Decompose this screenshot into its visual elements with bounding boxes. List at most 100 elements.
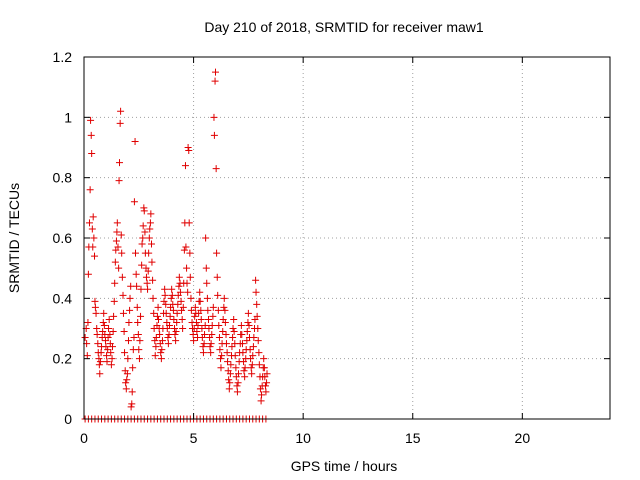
data-point xyxy=(144,267,152,275)
data-point xyxy=(130,198,138,206)
data-point xyxy=(209,312,217,320)
data-point xyxy=(183,264,191,272)
data-point xyxy=(154,303,162,311)
data-point xyxy=(91,303,99,311)
data-point xyxy=(248,370,256,378)
data-point xyxy=(165,331,173,339)
y-tick-label: 1.2 xyxy=(53,49,73,65)
data-point xyxy=(110,312,118,320)
data-point xyxy=(81,334,89,342)
data-point xyxy=(164,340,172,348)
data-point xyxy=(248,361,256,369)
data-point xyxy=(119,291,127,299)
data-point xyxy=(227,361,235,369)
data-point xyxy=(95,355,103,363)
data-point xyxy=(237,321,245,329)
data-point xyxy=(230,328,238,336)
data-point xyxy=(123,376,131,384)
data-point xyxy=(253,312,261,320)
data-point xyxy=(197,306,205,314)
data-point xyxy=(193,328,201,336)
data-point xyxy=(134,331,142,339)
data-point xyxy=(226,370,234,378)
data-point xyxy=(173,318,181,326)
data-point xyxy=(135,346,143,354)
data-point xyxy=(162,300,170,308)
data-point xyxy=(143,279,151,287)
y-tick-label: 0.8 xyxy=(53,170,73,186)
data-point xyxy=(222,340,230,348)
data-point xyxy=(149,294,157,302)
data-point xyxy=(95,361,103,369)
data-point xyxy=(230,315,238,323)
data-point xyxy=(100,321,108,329)
data-point xyxy=(256,385,264,393)
data-point xyxy=(212,165,220,173)
data-point xyxy=(216,346,224,354)
data-point xyxy=(161,291,169,299)
data-point xyxy=(162,309,170,317)
plot-frame xyxy=(83,56,611,420)
data-point xyxy=(115,177,123,185)
data-point xyxy=(158,337,166,345)
data-point xyxy=(144,285,152,293)
data-point xyxy=(124,337,132,345)
chart-title: Day 210 of 2018, SRMTID for receiver maw… xyxy=(204,19,484,35)
data-point xyxy=(158,346,166,354)
data-point xyxy=(202,234,210,242)
data-point xyxy=(180,246,188,254)
data-point xyxy=(178,315,186,323)
data-point xyxy=(233,382,241,390)
data-point xyxy=(217,364,225,372)
data-point xyxy=(83,352,91,360)
data-point xyxy=(102,343,110,351)
data-point xyxy=(156,331,164,339)
data-point xyxy=(106,331,114,339)
data-point xyxy=(89,213,97,221)
data-point xyxy=(229,334,237,342)
data-point xyxy=(184,144,192,151)
data-point xyxy=(152,334,160,342)
data-point xyxy=(125,318,133,326)
data-point xyxy=(115,264,123,272)
x-tick-label: 5 xyxy=(190,430,198,446)
data-point xyxy=(187,294,195,302)
data-point xyxy=(197,315,205,323)
data-point xyxy=(198,325,206,332)
data-point xyxy=(118,273,126,281)
data-point xyxy=(207,349,215,357)
data-point xyxy=(221,318,229,326)
data-point xyxy=(167,294,175,302)
data-point xyxy=(113,228,121,236)
data-point xyxy=(228,343,236,351)
data-point xyxy=(208,321,216,329)
data-point xyxy=(185,219,193,227)
data-point xyxy=(244,309,252,317)
data-point xyxy=(124,355,132,363)
y-axis-label: SRMTID / TECUs xyxy=(6,183,22,293)
data-point xyxy=(213,273,221,281)
data-point xyxy=(90,234,98,242)
data-point xyxy=(123,370,131,378)
data-point xyxy=(171,325,179,332)
data-point xyxy=(224,358,232,366)
data-point xyxy=(211,77,219,85)
data-point xyxy=(118,249,126,257)
data-point xyxy=(225,376,233,384)
data-point xyxy=(92,309,100,317)
data-point xyxy=(213,249,221,257)
data-point xyxy=(140,207,148,215)
data-point xyxy=(91,297,99,305)
data-point xyxy=(263,370,271,378)
data-point xyxy=(201,321,209,329)
data-point xyxy=(85,219,93,227)
data-point xyxy=(103,352,111,360)
data-point xyxy=(149,276,157,284)
data-point xyxy=(128,400,136,408)
data-point xyxy=(126,306,134,314)
data-point xyxy=(204,315,212,323)
data-point xyxy=(137,312,145,320)
data-point xyxy=(219,328,227,336)
data-point xyxy=(263,379,271,387)
data-point xyxy=(169,306,177,314)
